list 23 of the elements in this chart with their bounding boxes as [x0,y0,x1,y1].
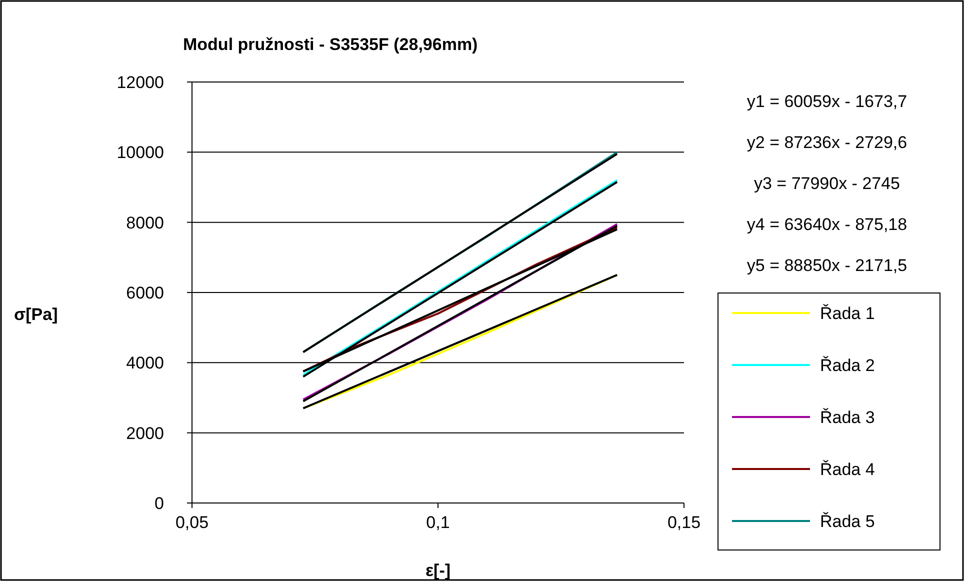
y-tick-label: 0 [154,494,164,513]
y-tick-label: 4000 [126,354,164,373]
text: y4 = 63640x - 875,18 [746,215,908,234]
y-tick-label: 10000 [116,143,164,162]
legend-label: Řada 3 [820,408,875,427]
chart-title: Modul pružnosti - S3535F (28,96mm) [183,35,478,54]
legend-label: Řada 4 [820,460,875,479]
y-tick-label: 12000 [116,73,164,92]
y-axis-title: σ[Pa] [14,305,58,324]
y-tick-label: 2000 [126,424,164,443]
text: y3 = 77990x - 2745 [754,174,900,193]
legend-label: Řada 2 [820,356,875,375]
y-tick-label: 6000 [126,284,164,302]
text: y5 = 88850x - 2171,5 [746,256,908,275]
legend-label: Řada 1 [820,304,875,323]
x-axis-title: ε[-] [425,561,451,580]
x-tick-label: 0,05 [175,513,209,532]
y-tick-label: 8000 [126,213,164,232]
text: y1 = 60059x - 1673,7 [746,92,908,111]
text: y2 = 87236x - 2729,6 [746,133,908,152]
x-tick-label: 0,15 [667,513,701,532]
legend-label: Řada 5 [820,512,875,531]
x-tick-label: 0,1 [426,513,450,532]
